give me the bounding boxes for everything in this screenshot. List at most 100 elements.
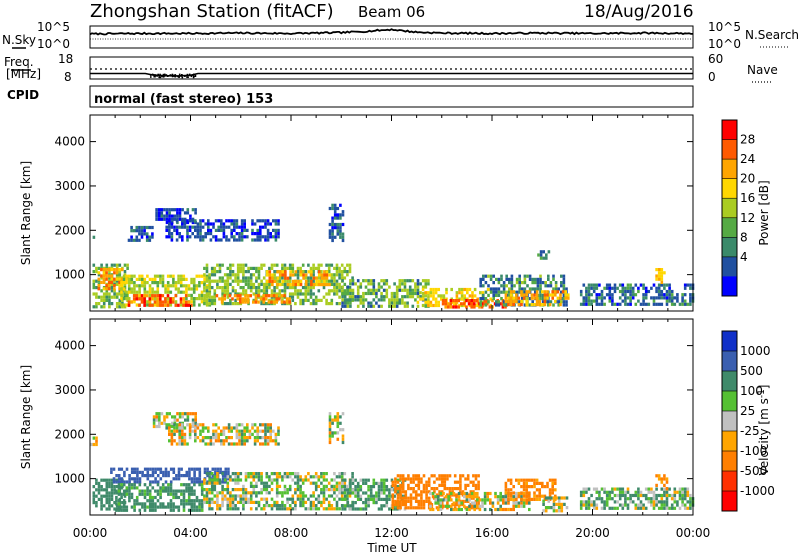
echo-cell <box>312 494 315 498</box>
echo-cell <box>343 491 347 495</box>
echo-cell <box>214 228 218 232</box>
echo-cell <box>233 426 236 430</box>
echo-cell <box>275 286 279 290</box>
echo-cell <box>464 487 467 491</box>
echo-cell <box>288 504 292 508</box>
echo-cell <box>231 302 235 306</box>
echo-cell <box>325 298 328 302</box>
echo-cell <box>356 491 360 495</box>
echo-cell <box>393 298 396 302</box>
echo-cell <box>240 222 244 226</box>
echo-cell <box>437 498 440 502</box>
echo-cell <box>652 493 656 498</box>
echo-cell <box>447 305 450 309</box>
echo-cell <box>161 281 165 285</box>
echo-cell <box>314 507 318 511</box>
echo-cell <box>541 290 544 294</box>
echo-cell <box>213 488 217 492</box>
echo-cell <box>286 266 289 270</box>
echo-cell <box>554 488 557 492</box>
echo-cell <box>264 222 267 226</box>
echo-cell <box>585 487 588 491</box>
echo-cell <box>186 418 190 422</box>
echo-cell <box>102 494 106 498</box>
echo-cell <box>133 274 136 278</box>
echo-cell <box>442 294 446 298</box>
echo-cell <box>482 293 485 297</box>
echo-cell <box>176 418 179 422</box>
echo-cell <box>579 506 583 510</box>
echo-cell <box>169 290 173 294</box>
echo-cell <box>274 436 278 440</box>
echo-cell <box>108 481 111 485</box>
echo-cell <box>181 219 184 223</box>
echo-cell <box>382 481 386 485</box>
echo-cell <box>341 285 344 289</box>
echo-cell <box>261 225 265 229</box>
echo-cell <box>223 297 226 301</box>
echo-cell <box>443 480 447 484</box>
echo-cell <box>528 478 531 482</box>
echo-cell <box>288 297 291 301</box>
echo-cell <box>395 478 399 482</box>
echo-cell <box>145 294 149 298</box>
echo-cell <box>105 478 109 482</box>
echo-cell <box>317 279 321 283</box>
echo-cell <box>253 232 257 236</box>
echo-cell <box>534 277 537 281</box>
echo-cell <box>665 500 669 504</box>
echo-cell <box>166 281 170 285</box>
echo-cell <box>128 474 131 478</box>
echo-cell <box>331 431 334 435</box>
echo-cell <box>624 500 627 504</box>
echo-cell <box>233 219 236 223</box>
echo-cell <box>113 485 116 489</box>
echo-cell <box>262 276 266 280</box>
echo-cell <box>275 472 279 476</box>
echo-cell <box>133 284 136 288</box>
echo-cell <box>467 299 471 303</box>
echo-cell <box>208 298 211 302</box>
echo-cell <box>186 219 189 223</box>
echo-cell <box>424 291 427 295</box>
echo-cell <box>565 506 569 510</box>
echo-cell <box>177 467 181 471</box>
echo-cell <box>151 480 155 484</box>
echo-cell <box>213 289 217 293</box>
echo-cell <box>240 225 244 229</box>
echo-cell <box>359 295 363 299</box>
echo-cell <box>377 497 381 501</box>
echo-cell <box>525 293 528 297</box>
echo-cell <box>227 467 230 471</box>
echo-cell <box>592 506 596 510</box>
echo-cell <box>148 300 152 304</box>
echo-cell <box>521 281 524 285</box>
echo-cell <box>138 284 141 288</box>
echo-cell <box>130 238 133 242</box>
echo-cell <box>520 303 523 307</box>
echo-cell <box>190 297 193 301</box>
echo-cell <box>340 273 344 277</box>
echo-cell <box>354 491 357 495</box>
echo-cell <box>223 289 227 293</box>
echo-cell <box>388 491 391 495</box>
echo-cell <box>128 489 131 493</box>
echo-cell <box>535 296 539 300</box>
echo-cell <box>307 478 310 482</box>
echo-cell <box>484 274 488 278</box>
echo-cell <box>92 305 96 309</box>
echo-cell <box>135 235 139 239</box>
echo-cell <box>97 491 101 495</box>
echo-cell <box>269 429 272 433</box>
echo-cell <box>146 470 150 474</box>
echo-cell <box>251 232 254 236</box>
echo-cell <box>226 302 230 306</box>
echo-cell <box>234 497 237 501</box>
echo-cell <box>438 490 441 494</box>
echo-cell <box>544 496 548 500</box>
echo-cell <box>216 504 219 508</box>
echo-cell <box>470 491 474 496</box>
echo-cell <box>359 497 363 501</box>
echo-cell <box>364 279 368 283</box>
echo-cell <box>414 506 418 510</box>
